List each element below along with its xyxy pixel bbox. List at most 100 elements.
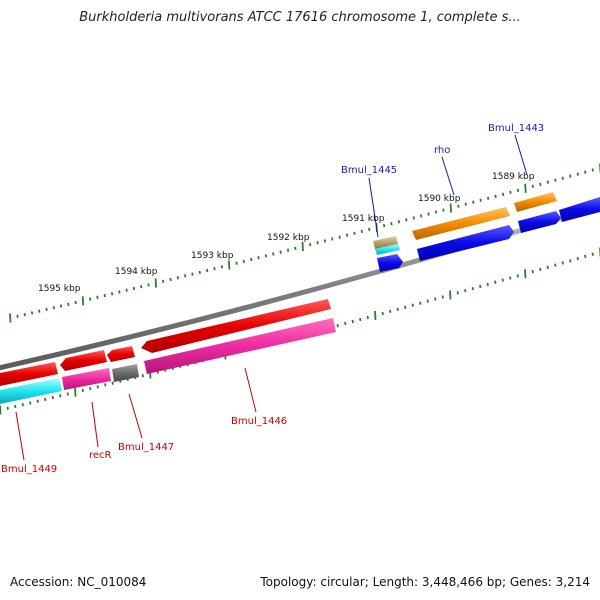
minor-tick	[360, 229, 363, 234]
gene-label-bmul-1445: Bmul_1445	[341, 165, 397, 176]
minor-tick	[516, 274, 519, 278]
minor-tick	[479, 198, 482, 202]
minor-tick	[96, 385, 99, 389]
minor-tick	[147, 283, 150, 287]
gene-bmul-1449-red[interactable]	[0, 362, 58, 386]
minor-tick	[576, 172, 579, 176]
gene-bmul-1445-small[interactable]	[373, 236, 400, 255]
accession-label: Accession: NC_010084	[10, 575, 147, 589]
minor-tick	[59, 394, 62, 398]
minor-tick	[51, 395, 54, 400]
outer-tick-ring	[9, 163, 600, 323]
minor-tick	[52, 306, 55, 310]
bottom-gene-labels: Bmul_1449 recR Bmul_1447 Bmul_1446	[1, 367, 287, 475]
top-gene-labels: Bmul_1445 rho Bmul_1443	[341, 123, 544, 238]
minor-tick	[21, 403, 24, 407]
minor-tick	[45, 307, 48, 312]
minor-tick	[472, 200, 475, 204]
minor-tick	[576, 256, 579, 261]
minor-tick	[118, 290, 121, 294]
minor-tick	[220, 265, 223, 269]
minor-tick	[353, 231, 356, 235]
minor-tick	[14, 404, 17, 409]
gene-blue-2[interactable]	[417, 225, 514, 261]
minor-tick	[272, 252, 275, 256]
minor-tick	[176, 276, 179, 280]
major-tick	[74, 387, 77, 397]
minor-tick	[569, 174, 572, 178]
minor-tick	[323, 239, 326, 243]
gene-bmul-1446-red[interactable]	[141, 299, 331, 353]
gene-label-bmul-1447: Bmul_1447	[118, 442, 174, 453]
minor-tick	[30, 311, 34, 315]
kbp-labels: 1595 kbp 1594 kbp 1593 kbp 1592 kbp 1591…	[38, 172, 535, 294]
kbp-label-1589: 1589 kbp	[492, 172, 535, 182]
minor-tick	[66, 392, 69, 396]
minor-tick	[419, 301, 422, 305]
minor-tick	[6, 406, 9, 410]
minor-tick	[494, 194, 497, 198]
minor-tick	[111, 381, 114, 385]
minor-tick	[198, 270, 201, 274]
gene-blue-1[interactable]	[377, 254, 403, 272]
minor-tick	[331, 237, 334, 241]
gene-label-bmul-1449: Bmul_1449	[1, 464, 57, 475]
gene-bmul-1446-pink[interactable]	[144, 318, 336, 374]
gene-bmul-1449-cyan[interactable]	[0, 378, 62, 404]
minor-tick	[67, 302, 70, 306]
minor-tick	[381, 311, 384, 316]
minor-tick	[554, 178, 557, 182]
minor-tick	[531, 184, 534, 188]
minor-tick	[426, 299, 429, 303]
minor-tick	[390, 222, 393, 226]
minor-tick	[516, 188, 520, 192]
minor-tick	[471, 286, 474, 291]
minor-tick	[411, 303, 414, 307]
major-tick	[524, 269, 527, 279]
minor-tick	[140, 285, 143, 289]
gene-label-recr: recR	[89, 450, 112, 461]
major-tick	[0, 405, 2, 415]
minor-tick	[561, 176, 564, 180]
minor-tick	[442, 208, 445, 212]
minor-tick	[539, 267, 542, 272]
minor-tick	[345, 233, 349, 237]
minor-tick	[434, 297, 437, 301]
major-tick	[449, 290, 452, 300]
minor-tick	[23, 312, 26, 317]
minor-tick	[494, 280, 497, 284]
minor-tick	[81, 388, 84, 393]
minor-tick	[125, 288, 128, 292]
major-tick	[449, 203, 452, 213]
minor-tick	[264, 254, 268, 258]
minor-tick	[316, 241, 319, 245]
gene-bmul-1447-gray[interactable]	[112, 364, 139, 382]
minor-tick	[457, 204, 460, 208]
gene-blue-3[interactable]	[518, 211, 561, 233]
minor-tick	[162, 279, 165, 283]
minor-tick	[206, 268, 209, 273]
major-tick	[81, 296, 85, 306]
major-tick	[228, 260, 231, 270]
minor-tick	[309, 242, 312, 247]
minor-tick	[412, 216, 415, 220]
minor-tick	[368, 227, 371, 232]
kbp-label-1592: 1592 kbp	[267, 233, 310, 243]
map-title: Burkholderia multivorans ATCC 17616 chro…	[79, 10, 521, 25]
gene-bmul-1447-red[interactable]	[107, 346, 135, 362]
minor-tick	[169, 277, 172, 282]
minor-tick	[420, 214, 423, 218]
major-tick	[301, 241, 304, 252]
minor-tick	[486, 282, 489, 287]
minor-tick	[89, 297, 92, 301]
gene-blue-4[interactable]	[559, 197, 600, 222]
kbp-label-1590: 1590 kbp	[418, 194, 461, 204]
gene-recr-red[interactable]	[60, 350, 107, 371]
gene-recr-pink[interactable]	[62, 368, 111, 390]
minor-tick	[479, 284, 482, 289]
minor-tick	[531, 269, 534, 274]
gene-bmul-1443[interactable]	[514, 192, 557, 212]
gene-rho[interactable]	[412, 207, 510, 240]
kbp-label-1593: 1593 kbp	[191, 251, 234, 261]
